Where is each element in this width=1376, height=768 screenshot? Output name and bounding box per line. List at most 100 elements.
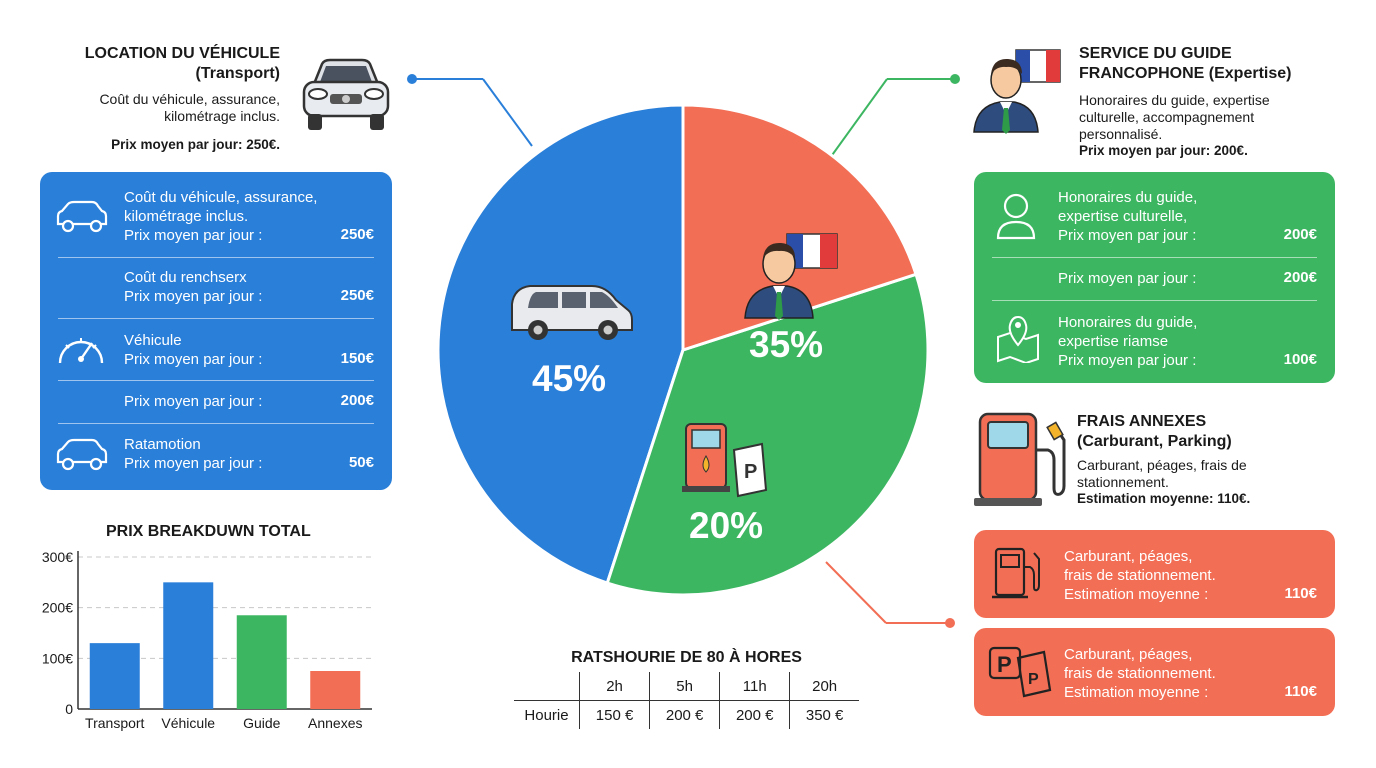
annexes-desc-line2: stationnement. — [1077, 474, 1169, 490]
parking-ticket-icon: P P — [988, 646, 1052, 698]
row-label: Prix moyen par jour : — [1058, 352, 1197, 369]
guide-desc-line2: culturelle, accompagnement — [1079, 109, 1255, 125]
fuel-card-value: 110€ — [1284, 585, 1317, 602]
row-text: Honoraires du guide, — [1058, 314, 1198, 331]
divider — [58, 257, 374, 258]
guide-breakdown-card: Honoraires du guide, expertise culturell… — [974, 172, 1335, 383]
row-value: 200€ — [340, 392, 374, 409]
table-header: 11h — [719, 672, 790, 701]
parking-card-line2: frais de stationnement. — [1064, 665, 1216, 682]
table-header: 2h — [578, 672, 650, 701]
bar-transport — [89, 643, 140, 709]
row-text: kilométrage inclus. — [124, 208, 249, 225]
annexes-price: Estimation moyenne: 110€. — [1077, 491, 1251, 506]
row-label: Prix moyen par jour : — [1058, 227, 1197, 244]
bar-guide — [236, 615, 287, 709]
transport-title-line1: LOCATION DU VÉHICULE — [84, 45, 280, 62]
row-value: 250€ — [340, 287, 374, 304]
svg-text:P: P — [997, 652, 1012, 677]
divider — [58, 380, 374, 381]
row-value: 250€ — [340, 226, 374, 243]
row-value: 200€ — [1283, 226, 1317, 243]
pie-slice-annexes — [681, 103, 918, 353]
row-text: Véhicule — [124, 332, 182, 349]
rates-table-title: RATSHOURIE DE 80 À HORES — [571, 649, 802, 666]
guide-flag-icon — [744, 233, 838, 320]
transport-row: Ratamotion Prix moyen par jour : 50€ — [40, 424, 392, 490]
divider — [992, 257, 1317, 258]
guide-row: Honoraires du guide, expertise riamse Pr… — [974, 301, 1335, 383]
parking-card-label: Estimation moyenne : — [1064, 684, 1209, 701]
row-value: 200€ — [1283, 269, 1317, 286]
fuel-pump-icon — [992, 547, 1040, 599]
divider — [58, 318, 374, 319]
row-label: Prix moyen par jour : — [124, 393, 263, 410]
pie-slice-transport — [436, 103, 685, 585]
fuel-pump-large-icon — [974, 412, 1066, 506]
x-tick-label: Transport — [85, 715, 145, 731]
annexes-parking-card: P P Carburant, péages, frais de stationn… — [974, 628, 1335, 716]
row-value: 100€ — [1283, 351, 1317, 368]
car-outline-icon — [56, 438, 108, 471]
transport-header: LOCATION DU VÉHICULE (Transport) Coût du… — [40, 44, 280, 152]
transport-desc-line2: kilométrage inclus. — [164, 108, 280, 124]
y-tick-label: 300€ — [42, 549, 73, 565]
row-label: Prix moyen par jour : — [1058, 270, 1197, 287]
svg-text:P: P — [1028, 671, 1039, 688]
transport-title-line2: (Transport) — [195, 65, 280, 82]
guide-desc-line1: Honoraires du guide, expertise — [1079, 92, 1270, 108]
transport-row: Véhicule Prix moyen par jour : 150€ — [40, 319, 392, 379]
bar-chart: 0 100€ 200€ 300€ Transport Véhicule Guide Annex… — [42, 549, 372, 731]
row-label: Prix moyen par jour : — [124, 227, 263, 244]
x-tick-label: Guide — [243, 715, 281, 731]
y-tick-label: 100€ — [42, 650, 73, 666]
pie-label-annexes: 20% — [689, 505, 764, 546]
annexes-fuel-card: Carburant, péages, frais de stationnemen… — [974, 530, 1335, 618]
table-cell — [514, 672, 580, 701]
transport-price: Prix moyen par jour: 250€. — [111, 137, 280, 152]
table-header: 20h — [789, 672, 859, 701]
bar-véhicule — [163, 582, 214, 709]
annexes-desc-line1: Carburant, péages, frais de — [1077, 457, 1247, 473]
row-label: Prix moyen par jour : — [124, 455, 263, 472]
transport-row: Coût du véhicule, assurance, kilométrage… — [40, 172, 392, 256]
guide-title-line2: FRANCOPHONE (Expertise) — [1079, 65, 1292, 82]
divider — [58, 423, 374, 424]
speedometer-icon — [58, 338, 104, 364]
svg-text:P: P — [744, 461, 757, 483]
divider — [992, 300, 1317, 301]
x-tick-label: Véhicule — [161, 715, 215, 731]
guide-row: Prix moyen par jour : 200€ — [974, 258, 1335, 300]
annexes-title-line1: FRAIS ANNEXES — [1077, 413, 1207, 430]
annexes-header: FRAIS ANNEXES (Carburant, Parking) Carbu… — [1077, 412, 1337, 506]
table-cell: 350 € — [789, 700, 859, 729]
row-value: 50€ — [348, 454, 374, 471]
transport-row: Coût du renchserx Prix moyen par jour : … — [40, 258, 392, 318]
car-outline-icon — [56, 200, 108, 233]
table-row: 2h 5h 11h 20h — [514, 672, 859, 701]
table-header: 5h — [649, 672, 720, 701]
guide-row: Honoraires du guide, expertise culturell… — [974, 172, 1335, 256]
y-tick-label: 200€ — [42, 600, 73, 616]
map-pin-icon — [997, 315, 1039, 363]
y-tick-label: 0 — [65, 701, 73, 717]
guide-avatar-icon — [973, 49, 1061, 134]
row-label: Prix moyen par jour : — [124, 351, 263, 368]
rates-table: 2h 5h 11h 20h Hourie 150 € 200 € 200 € 3… — [514, 672, 859, 729]
row-label: Prix moyen par jour : — [124, 288, 263, 305]
transport-desc-line1: Coût du véhicule, assurance, — [99, 91, 280, 107]
guide-header: SERVICE DU GUIDE FRANCOPHONE (Expertise)… — [1079, 44, 1349, 158]
fuel-parking-icon: P — [682, 423, 768, 498]
guide-price: Prix moyen par jour: 200€. — [1079, 143, 1248, 158]
row-text: Coût du renchserx — [124, 269, 247, 286]
row-text: expertise culturelle, — [1058, 208, 1188, 225]
table-cell: 150 € — [578, 700, 650, 729]
pie-label-transport: 45% — [532, 358, 607, 399]
person-icon — [996, 193, 1036, 240]
table-cell: 200 € — [649, 700, 720, 729]
fuel-card-label: Estimation moyenne : — [1064, 586, 1209, 603]
row-text: Coût du véhicule, assurance, — [124, 189, 318, 206]
pie-label-guide: 35% — [749, 324, 824, 365]
annexes-title-line2: (Carburant, Parking) — [1077, 433, 1232, 450]
